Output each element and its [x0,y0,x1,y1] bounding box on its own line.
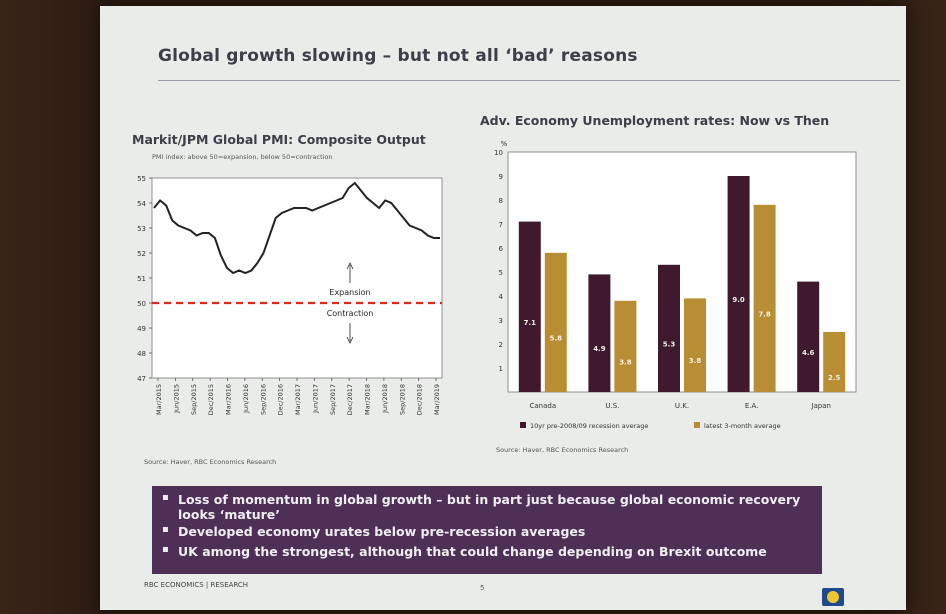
bar-latest [614,300,637,392]
bar-value-label: 3.8 [689,357,702,365]
x-tick-label: Jun/2017 [311,384,319,414]
x-tick-label: Mar/2017 [294,384,302,415]
contraction-arrow-head-icon [346,336,354,344]
y-tick-label: 4 [499,293,504,301]
y-tick-label: 49 [137,325,146,333]
y-tick-label: 2 [499,341,503,349]
bullet-dot-icon: ▪ [162,524,169,535]
x-tick-label: Jun/2018 [381,384,389,414]
pmi-plot-area [151,177,443,379]
x-tick-label: Dec/2018 [416,384,424,415]
title-divider [158,80,900,81]
pmi-chart-subtitle: PMI index: above 50=expansion, below 50=… [152,153,333,161]
x-tick-label: Jun/2015 [172,384,180,414]
x-category-label: Japan [810,402,831,410]
pmi-chart-title: Markit/JPM Global PMI: Composite Output [132,132,426,147]
y-tick-label: 7 [499,221,503,229]
legend-swatch-pre-recession [520,422,526,428]
y-tick-label: 52 [137,250,146,258]
bar-value-label: 2.5 [828,374,841,382]
y-tick-label: 1 [499,365,503,373]
legend-swatch-latest [694,422,700,428]
bar-value-label: 4.6 [802,349,815,357]
slide-title: Global growth slowing – but not all ‘bad… [158,46,638,66]
contraction-label: Contraction [327,309,374,318]
x-tick-label: Mar/2016 [225,384,233,415]
pmi-chart-source: Source: Haver, RBC Economics Research [144,458,277,466]
bar-pre-recession [658,264,680,392]
y-tick-label: 53 [137,225,146,233]
bar-value-label: 7.8 [758,310,771,318]
y-tick-label: 6 [499,245,504,253]
x-tick-label: Dec/2017 [346,384,354,415]
expansion-label: Expansion [329,288,370,297]
bar-latest [684,298,706,392]
bar-latest [753,204,776,392]
x-category-label: Canada [529,402,556,410]
bar-value-label: 4.9 [593,345,606,353]
y-tick-label: 51 [137,275,146,283]
x-tick-label: Mar/2019 [433,384,441,415]
logo-mark [827,591,839,603]
unemployment-chart-title: Adv. Economy Unemployment rates: Now vs … [480,113,830,128]
y-axis-unit-label: % [501,140,508,148]
y-tick-label: 48 [137,350,146,358]
key-points-box: ▪ Loss of momentum in global growth – bu… [152,486,822,574]
unemployment-chart-source: Source: Haver, RBC Economics Research [496,446,629,454]
page-number: 5 [480,584,485,592]
legend-label-pre-recession: 10yr pre-2008/09 recession average [530,422,648,430]
bar-value-label: 7.1 [524,319,537,327]
presentation-slide: Global growth slowing – but not all ‘bad… [100,6,906,610]
bar-value-label: 5.8 [550,334,563,342]
x-tick-label: Sep/2016 [259,384,267,415]
bar-value-label: 9.0 [732,296,745,304]
legend-label-latest: latest 3-month average [704,422,781,430]
x-tick-label: Sep/2018 [398,384,406,415]
bar-pre-recession [518,221,541,392]
x-tick-label: Jun/2016 [242,384,250,414]
bullet-dot-icon: ▪ [162,492,169,503]
y-tick-label: 50 [137,300,146,308]
rbc-logo-icon [822,588,844,606]
bar-pre-recession [797,281,820,392]
x-category-label: U.S. [605,402,619,410]
x-tick-label: Mar/2015 [155,384,163,415]
y-tick-label: 47 [137,375,146,383]
unemployment-bar-chart: % 1 2 3 4 5 6 7 8 9 10 7.1 5.8 Canada 4.9 3.8 U.S. 5.3 3.8… [494,140,857,430]
y-tick-label: 9 [499,173,503,181]
bar-pre-recession [727,176,750,392]
y-tick-label: 3 [499,317,503,325]
expansion-arrow-head-icon [346,262,354,270]
x-category-label: E.A. [745,402,759,410]
y-tick-label: 10 [494,149,503,157]
x-category-label: U.K. [675,402,689,410]
bar-latest [544,252,567,392]
bullet-dot-icon: ▪ [162,544,169,555]
x-tick-label: Dec/2015 [207,384,215,415]
y-tick-label: 5 [499,269,503,277]
pmi-series-line [153,181,440,275]
bar-value-label: 3.8 [619,358,632,366]
bar-pre-recession [588,274,611,392]
y-tick-label: 8 [499,197,503,205]
x-tick-label: Sep/2015 [190,384,198,415]
y-tick-label: 54 [137,200,146,208]
bar-latest [823,332,846,392]
pmi-line-chart: 47 48 49 50 51 52 53 54 55 Mar/2015 Jun/2015 Sep/20… [137,175,443,415]
footer-brand: RBC ECONOMICS | RESEARCH [144,581,249,589]
x-tick-label: Mar/2018 [364,384,372,415]
x-tick-label: Dec/2016 [277,384,285,415]
x-tick-label: Sep/2017 [329,384,337,415]
y-tick-label: 55 [137,175,146,183]
bar-value-label: 5.3 [663,340,676,348]
